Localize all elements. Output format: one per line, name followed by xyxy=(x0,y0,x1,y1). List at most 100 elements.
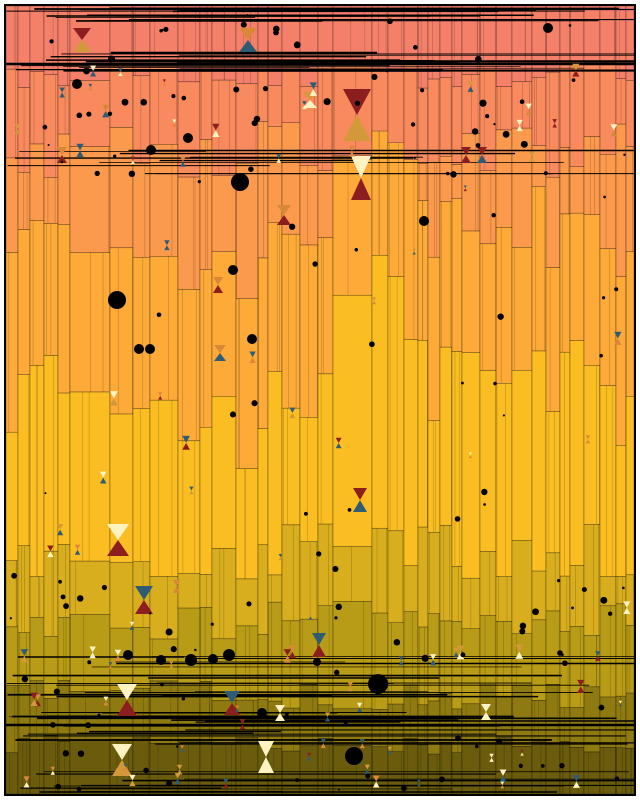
glyph-upper-triangle xyxy=(614,331,622,339)
hourglass-glyph xyxy=(158,392,163,400)
black-dot xyxy=(454,516,461,522)
black-dot xyxy=(601,296,606,300)
hourglass-glyph xyxy=(528,152,535,162)
black-dot xyxy=(607,611,613,616)
color-band-block xyxy=(29,5,45,72)
color-band-block xyxy=(417,744,429,795)
black-dot xyxy=(295,778,299,783)
color-band-block xyxy=(427,162,441,258)
glyph-lower-triangle xyxy=(213,285,223,293)
black-dot xyxy=(347,507,352,512)
glyph-lower-triangle xyxy=(214,353,226,361)
glyph-upper-triangle xyxy=(112,744,132,760)
color-band-block xyxy=(109,247,134,415)
color-band-block xyxy=(5,431,19,561)
glyph-upper-triangle xyxy=(585,435,591,440)
glyph-lower-triangle xyxy=(372,300,377,305)
hourglass-glyph xyxy=(372,775,380,788)
black-dot xyxy=(562,660,568,667)
color-band-block xyxy=(267,85,283,127)
glyph-upper-triangle xyxy=(572,63,580,71)
glyph-lower-triangle xyxy=(117,700,137,716)
color-band-block xyxy=(29,71,45,145)
black-dot xyxy=(185,654,197,666)
hourglass-glyph xyxy=(109,391,118,406)
color-band-block xyxy=(17,5,31,88)
glyph-upper-triangle xyxy=(429,654,437,660)
hourglass-glyph xyxy=(309,82,318,96)
color-band-block xyxy=(583,136,601,215)
glyph-lower-triangle xyxy=(349,151,355,157)
glyph-upper-triangle xyxy=(129,621,135,626)
glyph-upper-triangle xyxy=(453,647,459,653)
glyph-lower-triangle xyxy=(516,125,523,132)
hourglass-glyph xyxy=(224,691,240,715)
glyph-upper-triangle xyxy=(356,702,363,708)
hourglass-glyph xyxy=(577,679,585,694)
glyph-lower-triangle xyxy=(477,155,487,163)
black-dot xyxy=(335,603,342,611)
black-dot xyxy=(559,762,565,769)
black-dot xyxy=(284,711,289,716)
black-dot xyxy=(183,133,193,143)
black-dot xyxy=(94,170,100,177)
glyph-upper-triangle xyxy=(577,679,585,687)
glyph-lower-triangle xyxy=(164,245,170,251)
black-dot xyxy=(475,143,481,148)
black-dot xyxy=(502,414,505,417)
glyph-upper-triangle xyxy=(88,83,93,88)
black-dot xyxy=(145,344,155,354)
glyph-lower-triangle xyxy=(623,607,631,615)
glyph-upper-triangle xyxy=(223,778,229,784)
color-band-block xyxy=(569,5,585,62)
glyph-upper-triangle xyxy=(468,452,472,456)
black-dot xyxy=(598,704,605,711)
glyph-lower-triangle xyxy=(20,655,29,663)
black-dot xyxy=(273,25,280,33)
black-dot xyxy=(156,655,166,665)
color-band-block xyxy=(177,440,201,574)
glyph-lower-triangle xyxy=(172,123,177,128)
color-band-block xyxy=(149,144,179,257)
black-dot xyxy=(44,492,47,495)
hourglass-glyph xyxy=(289,407,296,419)
black-dot xyxy=(248,166,254,172)
color-band-block xyxy=(625,146,635,252)
glyph-lower-triangle xyxy=(481,712,491,720)
hourglass-glyph xyxy=(349,145,355,157)
glyph-lower-triangle xyxy=(189,490,194,495)
black-dot xyxy=(246,14,249,17)
hourglass-glyph xyxy=(585,435,591,444)
black-dot xyxy=(313,658,321,666)
color-band-block xyxy=(417,340,429,528)
glyph-upper-triangle xyxy=(461,147,471,155)
hourglass-glyph xyxy=(117,684,137,716)
black-dot xyxy=(438,776,445,783)
black-dot xyxy=(128,170,136,178)
glyph-upper-triangle xyxy=(349,145,355,152)
black-dot xyxy=(485,114,490,119)
black-dot xyxy=(160,682,164,687)
hourglass-glyph xyxy=(176,764,183,775)
glyph-upper-triangle xyxy=(277,205,291,215)
glyph-upper-triangle xyxy=(387,747,392,751)
glyph-lower-triangle xyxy=(212,130,220,137)
color-band-block xyxy=(299,244,319,418)
black-dot xyxy=(345,747,363,765)
hourglass-glyph xyxy=(623,601,631,615)
glyph-upper-triangle xyxy=(59,87,65,93)
hourglass-glyph xyxy=(59,87,65,98)
black-dot xyxy=(401,785,407,792)
glyph-upper-triangle xyxy=(214,345,226,353)
color-band-block xyxy=(267,5,283,86)
black-dot xyxy=(160,28,164,32)
color-band-block xyxy=(281,407,301,526)
black-dot xyxy=(97,713,101,717)
color-band-block xyxy=(267,574,283,603)
black-dot xyxy=(481,488,488,496)
color-band-block xyxy=(281,524,301,622)
color-band-block xyxy=(615,5,627,79)
color-band-block xyxy=(461,703,481,744)
color-band-block xyxy=(417,526,429,628)
